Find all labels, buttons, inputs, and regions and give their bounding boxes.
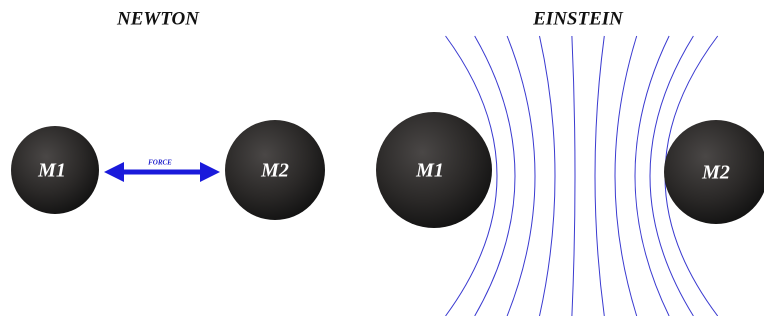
field-line	[507, 36, 535, 316]
field-line	[615, 36, 637, 316]
newton-mass-2-label: M2	[260, 160, 289, 182]
page: {"newton": {"title": "NEWTON", "mass_1":…	[0, 0, 764, 316]
field-line	[635, 36, 669, 316]
field-line	[540, 36, 556, 316]
newton-title: NEWTON	[116, 8, 200, 29]
newton-mass-1-label: M1	[37, 160, 66, 182]
einstein-mass-2-label: M2	[701, 162, 730, 184]
field-line	[572, 36, 575, 316]
diagram: NEWTON M1 M2 FORCE EINSTEIN M1 M2	[0, 0, 764, 316]
einstein-title: EINSTEIN	[532, 8, 624, 29]
field-line	[595, 36, 604, 316]
force-label: FORCE	[148, 159, 172, 167]
einstein-mass-1-label: M1	[415, 160, 444, 182]
